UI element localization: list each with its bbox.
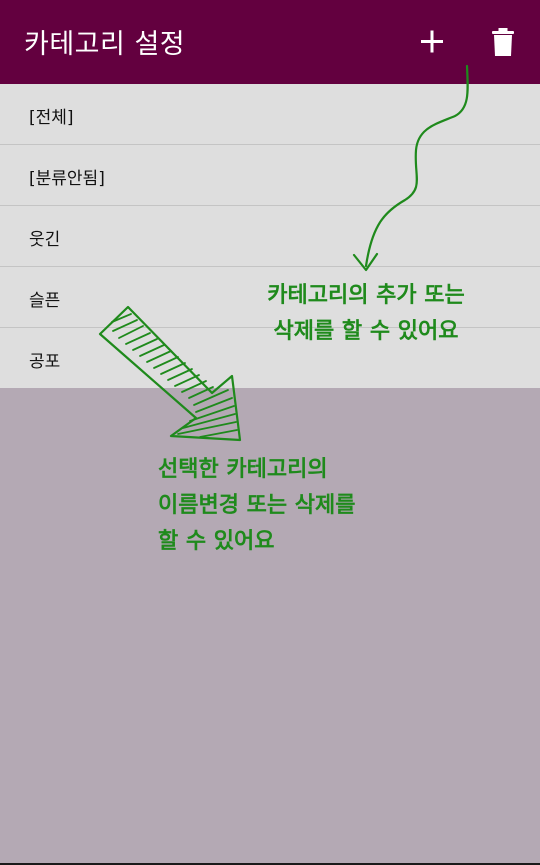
tip-line: 이름변경 또는 삭제를 (158, 493, 356, 518)
category-label: 슬픈 (29, 291, 61, 311)
app-bar: 카테고리 설정 (0, 0, 540, 84)
category-item-horror[interactable]: 공포 (0, 328, 540, 389)
category-label: 웃긴 (29, 230, 61, 250)
tip-rename-delete: 선택한 카테고리의 이름변경 또는 삭제를 할 수 있어요 (158, 452, 355, 560)
category-item-uncategorized[interactable]: [분류안됨] (0, 145, 540, 206)
plus-icon (421, 30, 443, 53)
category-label: [분류안됨] (29, 169, 105, 189)
bottom-edge-divider (0, 863, 540, 865)
category-label: [전체] (29, 108, 74, 128)
add-category-button[interactable] (412, 22, 452, 62)
tip-line: 카테고리의 추가 또는 (267, 283, 465, 308)
category-item-all[interactable]: [전체] (0, 84, 540, 145)
trash-icon (492, 28, 514, 56)
tip-line: 삭제를 할 수 있어요 (273, 319, 459, 344)
category-item-funny[interactable]: 웃긴 (0, 206, 540, 267)
category-item-sad[interactable]: 슬픈 (0, 267, 540, 328)
delete-category-button[interactable] (484, 22, 524, 62)
page-title: 카테고리 설정 (24, 29, 186, 60)
tip-add-delete: 카테고리의 추가 또는 삭제를 할 수 있어요 (250, 278, 482, 350)
category-label: 공포 (29, 352, 61, 372)
tip-line: 선택한 카테고리의 (158, 457, 328, 482)
tip-line: 할 수 있어요 (158, 529, 275, 554)
